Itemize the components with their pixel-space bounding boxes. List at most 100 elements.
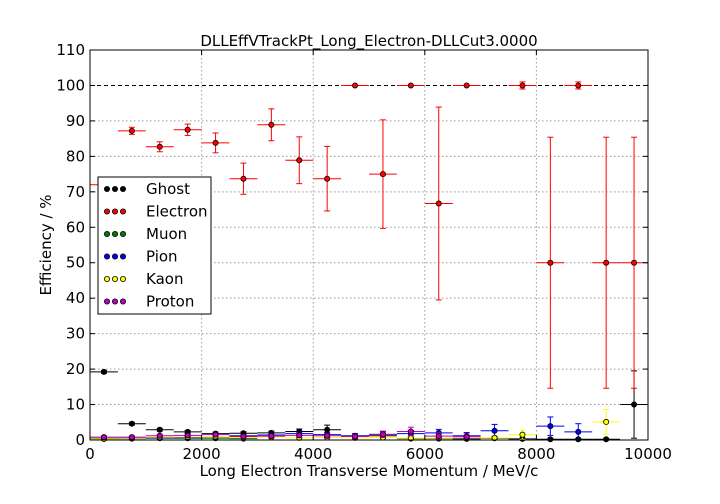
data-point bbox=[463, 433, 470, 440]
data-point bbox=[519, 82, 526, 89]
data-point bbox=[156, 432, 163, 439]
legend: Ghost Electron Muon Pion Kaon Proton bbox=[97, 176, 212, 315]
y-tick-label: 30 bbox=[66, 325, 85, 343]
data-point bbox=[379, 431, 386, 438]
legend-entry-kaon: Kaon bbox=[104, 270, 183, 288]
data-point bbox=[407, 428, 414, 435]
x-tick-label: 6000 bbox=[406, 445, 444, 463]
data-point bbox=[575, 82, 582, 89]
data-point bbox=[268, 121, 275, 128]
x-tick-label: 4000 bbox=[294, 445, 332, 463]
axis-ticks: 0 2000 4000 6000 8000 10000 0 10 20 30 40 50 60 70 80 9… bbox=[56, 41, 672, 463]
y-tick-label: 0 bbox=[75, 431, 85, 449]
legend-marker bbox=[112, 275, 119, 282]
legend-marker bbox=[120, 298, 127, 305]
data-point bbox=[156, 426, 163, 433]
y-axis-title: Efficiency / % bbox=[37, 194, 55, 295]
y-tick-label: 40 bbox=[66, 289, 85, 307]
legend-marker bbox=[120, 253, 127, 260]
chart-title: DLLEffVTrackPt_Long_Electron-DLLCut3.000… bbox=[200, 32, 537, 51]
data-point bbox=[268, 433, 275, 440]
legend-label: Ghost bbox=[146, 180, 190, 198]
data-point bbox=[324, 426, 331, 433]
data-point bbox=[240, 433, 247, 440]
legend-entry-pion: Pion bbox=[104, 248, 178, 266]
data-point bbox=[100, 368, 107, 375]
legend-marker bbox=[112, 298, 119, 305]
data-point bbox=[547, 423, 554, 430]
data-point bbox=[631, 259, 638, 266]
legend-marker bbox=[120, 185, 127, 192]
data-point bbox=[212, 431, 219, 438]
data-point bbox=[603, 436, 610, 443]
x-tick-label: 0 bbox=[85, 445, 95, 463]
x-axis-title: Long Electron Transverse Momentum / MeV/… bbox=[200, 462, 539, 480]
x-tick-label: 2000 bbox=[183, 445, 221, 463]
y-tick-label: 10 bbox=[66, 396, 85, 414]
legend-entry-electron: Electron bbox=[104, 203, 208, 221]
legend-marker bbox=[120, 208, 127, 215]
data-point bbox=[435, 200, 442, 207]
data-point bbox=[463, 82, 470, 89]
legend-marker bbox=[104, 230, 111, 237]
data-point bbox=[575, 428, 582, 435]
data-point bbox=[491, 427, 498, 434]
data-point bbox=[547, 259, 554, 266]
data-point bbox=[128, 420, 135, 427]
data-point bbox=[184, 126, 191, 133]
data-point bbox=[184, 432, 191, 439]
data-series bbox=[90, 81, 648, 443]
y-tick-label: 70 bbox=[66, 183, 85, 201]
legend-marker bbox=[104, 208, 111, 215]
data-point bbox=[296, 157, 303, 164]
data-point bbox=[379, 171, 386, 178]
data-point bbox=[240, 175, 247, 182]
legend-marker bbox=[112, 253, 119, 260]
data-point bbox=[352, 82, 359, 89]
plot-frame bbox=[89, 49, 649, 441]
y-tick-label: 90 bbox=[66, 112, 85, 130]
data-point bbox=[547, 436, 554, 443]
y-tick-label: 80 bbox=[66, 147, 85, 165]
legend-marker bbox=[112, 230, 119, 237]
series-electron bbox=[90, 81, 648, 389]
legend-marker bbox=[104, 275, 111, 282]
y-tick-label: 60 bbox=[66, 218, 85, 236]
data-point bbox=[603, 418, 610, 425]
data-point bbox=[352, 433, 359, 440]
legend-entry-proton: Proton bbox=[104, 293, 194, 311]
legend-label: Pion bbox=[146, 248, 178, 266]
data-point bbox=[435, 433, 442, 440]
x-tick-label: 10000 bbox=[624, 445, 672, 463]
legend-marker bbox=[104, 298, 111, 305]
legend-entry-muon: Muon bbox=[104, 225, 187, 243]
legend-entry-ghost: Ghost bbox=[104, 180, 190, 198]
data-point bbox=[603, 259, 610, 266]
legend-marker bbox=[104, 253, 111, 260]
legend-marker bbox=[112, 185, 119, 192]
data-point bbox=[296, 432, 303, 439]
data-point bbox=[100, 434, 107, 441]
y-tick-label: 100 bbox=[56, 76, 85, 94]
legend-marker bbox=[120, 230, 127, 237]
y-tick-label: 110 bbox=[56, 41, 85, 59]
legend-label: Electron bbox=[146, 203, 208, 221]
legend-label: Kaon bbox=[146, 270, 183, 288]
legend-label: Muon bbox=[146, 225, 187, 243]
data-point bbox=[324, 432, 331, 439]
legend-label: Proton bbox=[146, 293, 194, 311]
data-point bbox=[128, 434, 135, 441]
y-tick-label: 50 bbox=[66, 254, 85, 272]
legend-box bbox=[97, 176, 212, 315]
data-point bbox=[631, 401, 638, 408]
data-point bbox=[407, 82, 414, 89]
legend-marker bbox=[112, 208, 119, 215]
y-tick-label: 20 bbox=[66, 360, 85, 378]
data-point bbox=[324, 175, 331, 182]
legend-marker bbox=[120, 275, 127, 282]
data-point bbox=[519, 431, 526, 438]
series-proton bbox=[90, 426, 481, 441]
data-point bbox=[156, 143, 163, 150]
x-tick-label: 8000 bbox=[517, 445, 555, 463]
